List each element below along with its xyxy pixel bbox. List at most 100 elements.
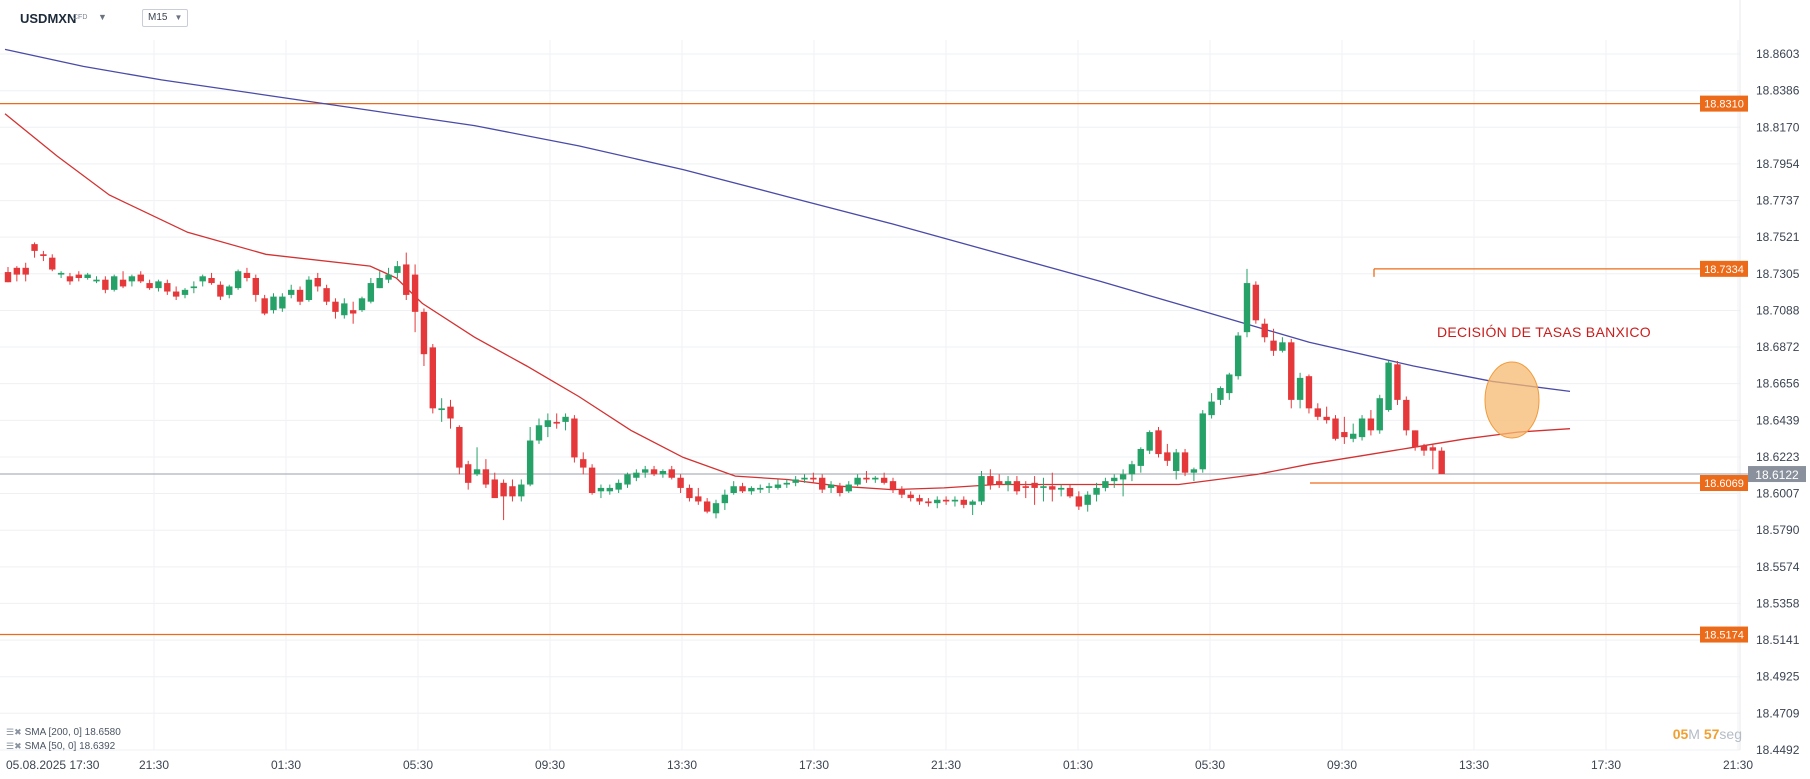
x-tick-label: 09:30 [1327, 758, 1357, 772]
y-tick-label: 18.7737 [1756, 194, 1800, 208]
candle-body [1367, 418, 1375, 431]
candle-body [128, 276, 136, 282]
candle-body [1243, 283, 1251, 333]
candle-body [172, 291, 180, 297]
candle-body [482, 469, 490, 485]
candle-body [447, 406, 454, 419]
candle-body [765, 486, 773, 488]
candle-body [1173, 452, 1180, 471]
candle-body [774, 484, 782, 488]
candle-body [880, 477, 888, 483]
candle-body [403, 264, 410, 295]
candle-body [898, 489, 906, 495]
candle-body [385, 274, 392, 280]
y-tick-label: 18.6007 [1756, 487, 1800, 501]
candle-body [31, 244, 38, 251]
candle-body [535, 425, 543, 441]
candle-body [217, 284, 224, 297]
candle-body [314, 277, 321, 287]
candle-body [562, 416, 569, 422]
candle-body [1128, 464, 1136, 475]
candle-body [1296, 377, 1304, 400]
candle-body [146, 283, 153, 289]
candle-body [889, 481, 897, 490]
candle-body [580, 459, 587, 468]
candle-body [394, 266, 401, 273]
candle-body [349, 310, 357, 314]
chart-toolbar: USDMXN CFD ▼ M15 ▼ [0, 0, 1810, 36]
candle-body [677, 477, 684, 488]
y-tick-label: 18.8603 [1756, 47, 1800, 61]
candle-body [155, 281, 162, 289]
candle-body [1208, 401, 1215, 416]
candle-body [1252, 284, 1260, 321]
list-close-icon[interactable]: ☰✖ [6, 727, 22, 737]
current-price-tag [1748, 466, 1806, 483]
candle-body [748, 487, 755, 492]
level-tag [1700, 475, 1748, 492]
candle-body [544, 420, 552, 427]
countdown-minutes-unit: M [1688, 726, 1700, 742]
candle-body [854, 477, 861, 485]
symbol-selector[interactable]: USDMXN [20, 11, 77, 26]
highlight-ellipse [1484, 361, 1540, 439]
candle-body [597, 487, 605, 492]
candle-body [13, 267, 21, 275]
candle-body [1217, 388, 1224, 400]
candle-body [836, 486, 844, 493]
candle-body [84, 274, 91, 278]
candle-body [119, 279, 127, 287]
current-price-label: 18.6122 [1755, 468, 1799, 482]
x-tick-label: 01:30 [271, 758, 301, 772]
level-tag [1700, 95, 1748, 112]
price-tags: 18.8310 18.7334 18.6069 18.5174 18.6122 [1700, 95, 1806, 643]
candle-body [1411, 430, 1419, 448]
countdown-seconds: 57 [1703, 726, 1720, 742]
candle-body [358, 298, 366, 311]
x-tick-label: 17:30 [1591, 758, 1621, 772]
candle-body [252, 277, 259, 295]
candle-body [181, 289, 189, 295]
candle-body [996, 481, 1003, 485]
candle-body [411, 274, 419, 312]
candle-body [4, 272, 12, 283]
candle-body [942, 499, 950, 502]
candle-body [102, 279, 109, 290]
chevron-down-icon[interactable]: ▼ [98, 12, 107, 22]
candle-body [438, 408, 445, 411]
candle-body [279, 296, 286, 309]
candle-body [1111, 477, 1118, 482]
x-tick-label: 05:30 [1195, 758, 1225, 772]
candle-body [164, 283, 171, 292]
level-tag [1700, 260, 1748, 277]
candle-body [190, 286, 198, 289]
candle-body [801, 477, 808, 480]
candle-body [642, 469, 649, 473]
candle-body [633, 472, 640, 478]
candle-body [1049, 486, 1056, 490]
timeframe-selector[interactable]: M15 ▼ [142, 9, 189, 27]
candle-body [916, 498, 923, 502]
candle-body [1429, 447, 1437, 451]
candle-body [57, 272, 65, 275]
candle-body [518, 484, 525, 497]
candle-body [491, 479, 498, 499]
candle-body [1013, 481, 1021, 492]
list-close-icon[interactable]: ☰✖ [6, 741, 22, 751]
candle-body [969, 501, 976, 505]
candle-body [509, 486, 516, 497]
sma50-legend[interactable]: ☰✖ SMA [50, 0] 18.6392 [6, 741, 115, 752]
candle-body [367, 283, 375, 302]
candle-body [465, 464, 472, 483]
candle-body [553, 421, 560, 424]
candle-body [721, 494, 729, 504]
level-tag-label: 18.7334 [1704, 264, 1744, 276]
sma200-legend[interactable]: ☰✖ SMA [200, 0] 18.6580 [6, 727, 121, 738]
level-tag-label: 18.6069 [1704, 478, 1744, 490]
candle-body [1226, 374, 1233, 394]
candle-body [1350, 433, 1357, 439]
candle-body [1199, 413, 1206, 470]
chart-grid [0, 0, 1741, 751]
candle-body [863, 477, 870, 480]
